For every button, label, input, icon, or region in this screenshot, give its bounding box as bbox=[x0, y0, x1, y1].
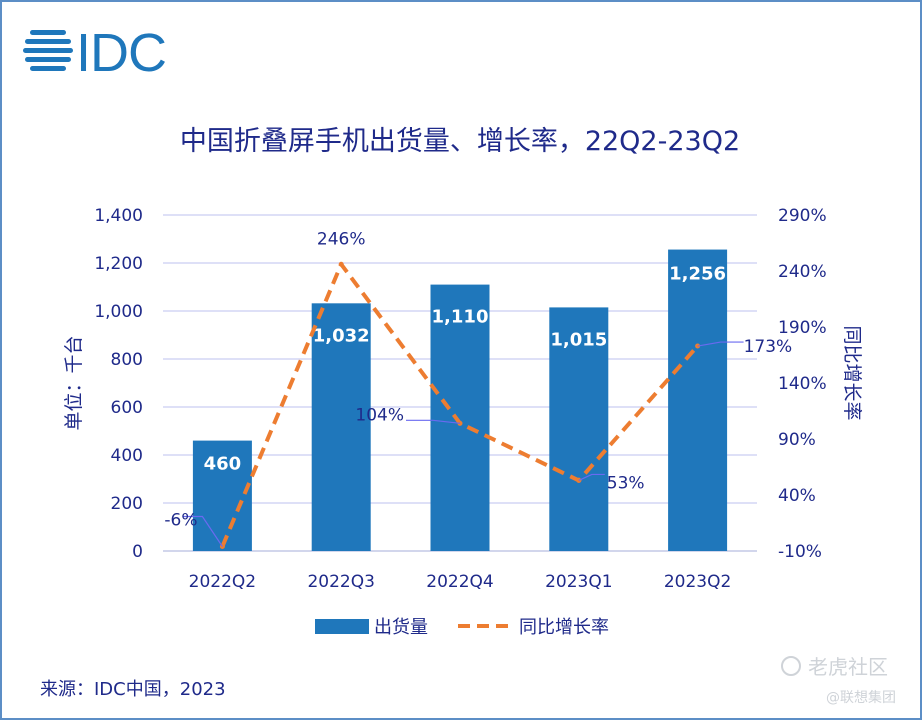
leader-line bbox=[697, 341, 744, 347]
bar-value-label: 1,032 bbox=[313, 325, 370, 346]
chart-title: 中国折叠屏手机出货量、增长率，22Q2-23Q2 bbox=[180, 126, 740, 157]
y2-axis-title: 同比增长率 bbox=[841, 325, 863, 420]
bar-2023Q2 bbox=[668, 249, 728, 551]
line-value-label: 104% bbox=[355, 405, 404, 425]
bar-2022Q2 bbox=[192, 440, 252, 551]
y-tick-label: 1,000 bbox=[94, 302, 143, 322]
bar-value-label: 1,256 bbox=[669, 264, 726, 285]
y-tick-label: 600 bbox=[111, 398, 143, 418]
line-value-label: 246% bbox=[317, 229, 366, 249]
bar-value-label: 460 bbox=[204, 454, 242, 475]
bar-series: 460 1,032 1,110 1,015 1,256 bbox=[192, 249, 728, 551]
y2-tick-label: 40% bbox=[778, 486, 816, 506]
y-tick-label: 200 bbox=[111, 494, 143, 514]
x-tick-label: 2022Q4 bbox=[426, 572, 493, 592]
x-tick-label: 2023Q2 bbox=[664, 572, 731, 592]
y-tick-label: 1,400 bbox=[94, 206, 143, 226]
legend-swatch-bar bbox=[315, 619, 369, 634]
legend: 出货量 同比增长率 bbox=[315, 617, 609, 638]
bar-2022Q3 bbox=[311, 303, 371, 551]
x-tick-label: 2022Q3 bbox=[307, 572, 374, 592]
y-tick-label: 800 bbox=[111, 350, 143, 370]
x-tick-label: 2022Q2 bbox=[189, 572, 256, 592]
line-point bbox=[338, 261, 344, 267]
y2-tick-label: 140% bbox=[778, 374, 827, 394]
y2-tick-label: 240% bbox=[778, 262, 827, 282]
legend-label-bar: 出货量 bbox=[374, 617, 428, 638]
line-value-label: -6% bbox=[164, 511, 197, 531]
x-axis-ticks: 2022Q2 2022Q3 2022Q4 2023Q1 2023Q2 bbox=[189, 572, 732, 592]
right-axis-ticks: -10% 40% 90% 140% 190% 240% 290% bbox=[778, 206, 827, 562]
line-value-label: 53% bbox=[607, 473, 645, 493]
left-axis-ticks: 0 200 400 600 800 1,000 1,200 1,400 bbox=[94, 206, 143, 562]
watermark: 老虎社区 @联想集团 bbox=[781, 655, 896, 706]
leader-line bbox=[406, 419, 461, 424]
y2-tick-label: 190% bbox=[778, 318, 827, 338]
source-note: 来源：IDC中国，2023 bbox=[40, 679, 226, 700]
watermark-sub: @联想集团 bbox=[826, 689, 896, 706]
y2-tick-label: -10% bbox=[778, 542, 822, 562]
idc-logo: IDC bbox=[23, 23, 167, 78]
x-tick-label: 2023Q1 bbox=[545, 572, 612, 592]
leader-line bbox=[182, 515, 223, 547]
leader-line bbox=[578, 473, 605, 481]
y2-tick-label: 90% bbox=[778, 430, 816, 450]
y-tick-label: 400 bbox=[111, 446, 143, 466]
globe-icon bbox=[23, 30, 73, 71]
line-value-label: 173% bbox=[744, 337, 793, 357]
y-tick-label: 1,200 bbox=[94, 254, 143, 274]
y-axis-title: 单位：千台 bbox=[63, 335, 85, 430]
watermark-main: 老虎社区 bbox=[808, 655, 888, 679]
tiger-icon bbox=[781, 656, 801, 676]
line-series: -6% 246% 104% 53% 173% bbox=[164, 229, 793, 550]
y-tick-label: 0 bbox=[132, 542, 143, 562]
logo-text: IDC bbox=[76, 23, 166, 78]
y2-tick-label: 290% bbox=[778, 206, 827, 226]
bar-2022Q4 bbox=[430, 284, 490, 551]
bar-2023Q1 bbox=[549, 307, 609, 551]
bar-value-label: 1,110 bbox=[432, 307, 489, 328]
legend-label-line: 同比增长率 bbox=[519, 617, 609, 638]
bar-value-label: 1,015 bbox=[550, 329, 607, 350]
